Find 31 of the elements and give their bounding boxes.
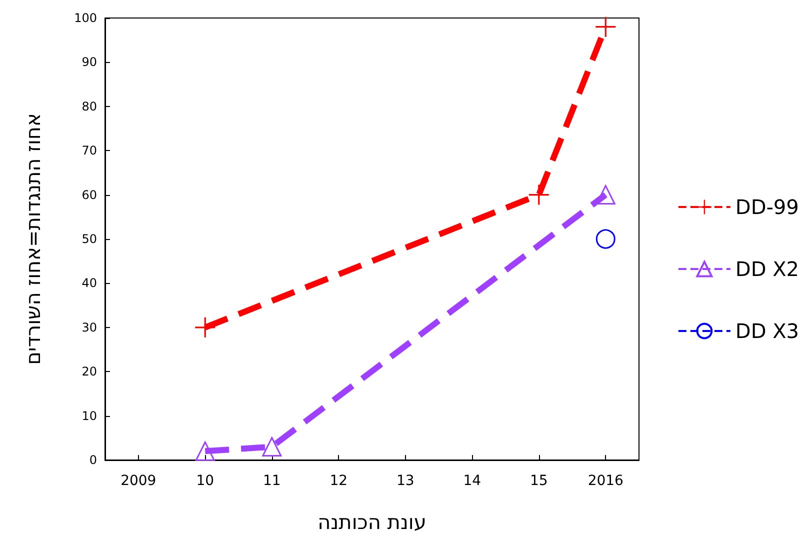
x-axis-title: עונת הכותנה — [318, 510, 426, 534]
y-tick-label: 0 — [89, 453, 97, 467]
x-tick-label: 12 — [330, 473, 348, 489]
point — [596, 185, 616, 205]
y-tick-label: 40 — [82, 276, 97, 290]
y-tick-label: 20 — [82, 364, 97, 379]
x-tick-label: 2009 — [120, 473, 156, 489]
legend-label: DD-99 — [735, 195, 799, 219]
x-tick-label: 10 — [196, 473, 214, 489]
point — [195, 441, 215, 461]
point — [596, 229, 616, 249]
y-tick-label: 100 — [74, 11, 97, 25]
x-tick-label: 15 — [530, 473, 548, 489]
y-tick-label: 90 — [82, 55, 97, 70]
legend-label: DD X3 — [735, 319, 800, 343]
y-tick-label: 70 — [82, 144, 97, 158]
y-tick-label: 80 — [82, 99, 97, 114]
y-tick-label: 50 — [82, 232, 97, 246]
point — [195, 317, 216, 338]
x-tick-label: 14 — [463, 473, 482, 489]
point — [528, 184, 549, 205]
point — [262, 436, 282, 456]
point — [596, 16, 616, 37]
x-tick-label: 2016 — [588, 473, 624, 489]
y-tick-label: 10 — [82, 408, 97, 423]
x-tick-label: 11 — [262, 473, 281, 489]
y-tick-label: 60 — [82, 188, 97, 202]
y-tick-label: 30 — [82, 320, 97, 334]
x-tick-label: 13 — [396, 473, 414, 489]
legend-label: DD X2 — [735, 257, 800, 281]
y-axis-title: אחוז התנגדות=אחוז השורדים — [21, 113, 45, 365]
